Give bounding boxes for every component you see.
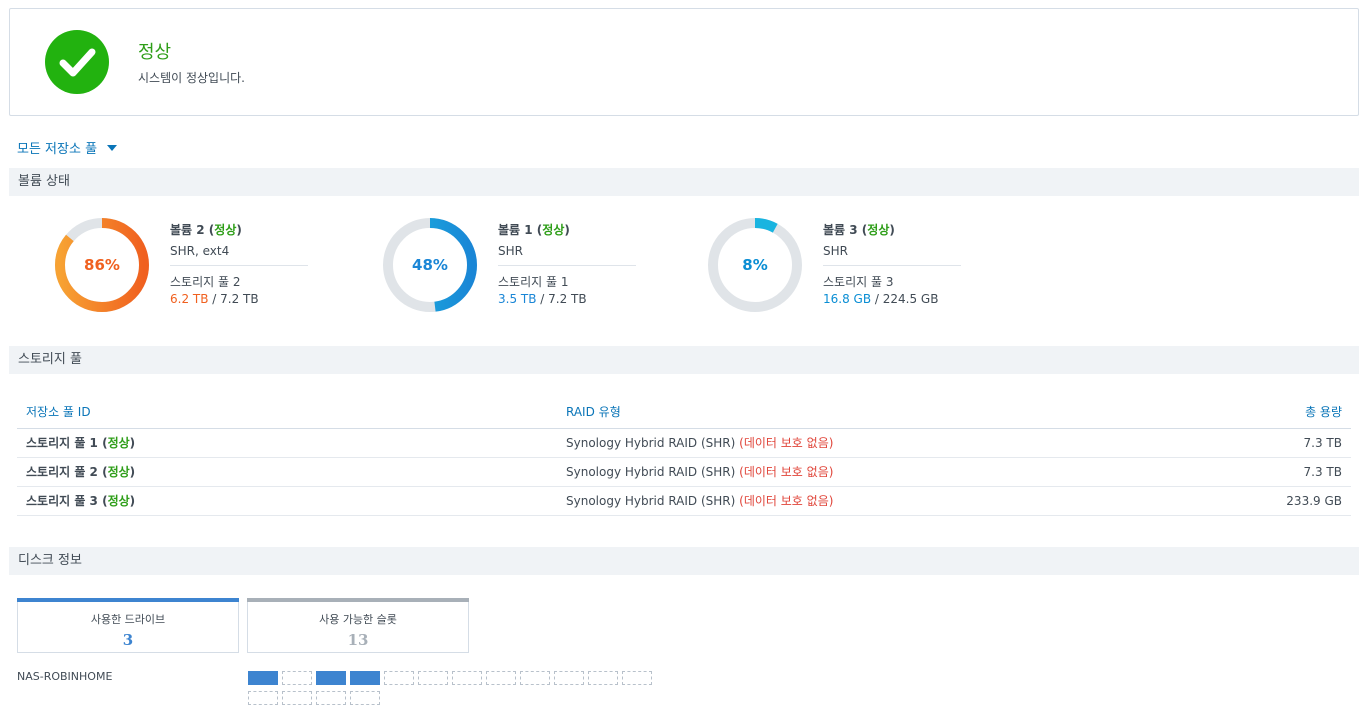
capacity-cell: 7.3 TB (1188, 428, 1351, 458)
divider (498, 265, 636, 266)
volume-name: 볼륨 1 (정상) (498, 223, 570, 237)
drive-slot-empty[interactable] (282, 671, 312, 685)
divider (823, 265, 961, 266)
volume-pool: 스토리지 풀 2 (170, 275, 241, 289)
status-card: 정상 시스템이 정상입니다. (9, 8, 1359, 116)
volume-state: 정상 (542, 223, 565, 237)
used-drives-accent-bar (17, 598, 239, 602)
volume-name: 볼륨 2 (정상) (170, 223, 242, 237)
drive-slot-empty[interactable] (316, 691, 346, 705)
drive-slot-empty[interactable] (554, 671, 584, 685)
table-row[interactable]: 스토리지 풀 2 (정상) Synology Hybrid RAID (SHR)… (17, 457, 1351, 487)
drive-slot-empty[interactable] (248, 691, 278, 705)
volume-percent: 48% (412, 256, 448, 274)
drive-slot-empty[interactable] (486, 671, 516, 685)
volume-usage-donut (55, 218, 149, 312)
check-circle-icon (45, 30, 109, 94)
drive-slot-empty[interactable] (520, 671, 550, 685)
volume-total: 224.5 GB (882, 292, 939, 306)
volume-usage-donut (708, 218, 802, 312)
caret-down-icon (107, 144, 118, 151)
volume-size: 3.5 TB / 7.2 TB (498, 292, 587, 306)
raid-warning: (데이터 보호 없음) (739, 465, 834, 479)
drive-slot-used[interactable] (350, 671, 380, 685)
storage-pool-table: 저장소 풀 ID RAID 유형 총 용량 스토리지 풀 1 (정상) Syno… (17, 396, 1351, 516)
pool-name-cell: 스토리지 풀 2 (정상) (17, 457, 557, 487)
volume-card[interactable]: 8% 볼륨 3 (정상) SHR 스토리지 풀 3 16.8 GB / 224.… (705, 215, 1005, 319)
capacity-cell: 233.9 GB (1188, 486, 1351, 516)
drive-slot-empty[interactable] (282, 691, 312, 705)
raid-type-cell: Synology Hybrid RAID (SHR) (데이터 보호 없음) (557, 486, 1189, 516)
raid-warning: (데이터 보호 없음) (739, 494, 834, 508)
volume-state: 정상 (214, 223, 237, 237)
raid-type-cell: Synology Hybrid RAID (SHR) (데이터 보호 없음) (557, 457, 1189, 487)
section-header-disk-info: 디스크 정보 (9, 547, 1359, 575)
pool-name-cell: 스토리지 풀 3 (정상) (17, 486, 557, 516)
nas-name: NAS-ROBINHOME (17, 670, 113, 683)
column-header-raid-type[interactable]: RAID 유형 (557, 396, 1189, 429)
volume-usage-arc (55, 218, 149, 312)
pool-state: 정상 (107, 465, 130, 479)
available-slots-count: 13 (347, 631, 369, 649)
drive-slot-empty[interactable] (418, 671, 448, 685)
pool-name-cell: 스토리지 풀 1 (정상) (17, 428, 557, 458)
status-title: 정상 (138, 42, 172, 63)
volume-type: SHR (823, 244, 848, 258)
volume-percent: 86% (84, 256, 120, 274)
used-drives-count: 3 (122, 631, 134, 649)
volume-card[interactable]: 48% 볼륨 1 (정상) SHR 스토리지 풀 1 3.5 TB / 7.2 … (380, 215, 680, 319)
section-header-volume-status: 볼륨 상태 (9, 168, 1359, 196)
raid-type-cell: Synology Hybrid RAID (SHR) (데이터 보호 없음) (557, 428, 1189, 458)
volume-type: SHR (498, 244, 523, 258)
pool-state: 정상 (107, 436, 130, 450)
divider (170, 265, 308, 266)
table-row[interactable]: 스토리지 풀 1 (정상) Synology Hybrid RAID (SHR)… (17, 428, 1351, 458)
available-slots-label: 사용 가능한 슬롯 (319, 613, 397, 626)
volume-usage-donut (383, 218, 477, 312)
volume-type: SHR, ext4 (170, 244, 230, 258)
drive-slot-empty[interactable] (588, 671, 618, 685)
volume-name: 볼륨 3 (정상) (823, 223, 895, 237)
available-slots-box[interactable]: 사용 가능한 슬롯 13 (247, 598, 469, 653)
volume-pool: 스토리지 풀 1 (498, 275, 569, 289)
table-header-row: 저장소 풀 ID RAID 유형 총 용량 (17, 396, 1351, 429)
volume-state: 정상 (867, 223, 890, 237)
capacity-cell: 7.3 TB (1188, 457, 1351, 487)
table-row[interactable]: 스토리지 풀 3 (정상) Synology Hybrid RAID (SHR)… (17, 486, 1351, 516)
raid-warning: (데이터 보호 없음) (739, 436, 834, 450)
volume-used: 3.5 TB (498, 292, 537, 306)
volume-usage-arc (708, 218, 802, 312)
volume-percent: 8% (742, 256, 768, 274)
volume-total: 7.2 TB (548, 292, 587, 306)
status-subtitle: 시스템이 정상입니다. (138, 71, 245, 85)
used-drives-label: 사용한 드라이브 (90, 613, 166, 626)
drive-slot-used[interactable] (248, 671, 278, 685)
drive-slot-empty[interactable] (622, 671, 652, 685)
pool-state: 정상 (107, 494, 130, 508)
volume-total: 7.2 TB (220, 292, 259, 306)
volume-size: 6.2 TB / 7.2 TB (170, 292, 259, 306)
volume-used: 6.2 TB (170, 292, 209, 306)
volume-used: 16.8 GB (823, 292, 872, 306)
storage-pool-dropdown[interactable]: 모든 저장소 풀 (17, 138, 118, 157)
volume-usage-arc (383, 218, 477, 312)
storage-pool-dropdown-label: 모든 저장소 풀 (17, 142, 98, 157)
available-slots-accent-bar (247, 598, 469, 602)
column-header-pool-id[interactable]: 저장소 풀 ID (17, 396, 557, 429)
drive-slot-empty[interactable] (452, 671, 482, 685)
column-header-capacity[interactable]: 총 용량 (1188, 396, 1351, 429)
section-header-storage-pool: 스토리지 풀 (9, 346, 1359, 374)
drive-slot-empty[interactable] (384, 671, 414, 685)
drive-slot-used[interactable] (316, 671, 346, 685)
volume-size: 16.8 GB / 224.5 GB (823, 292, 939, 306)
volume-pool: 스토리지 풀 3 (823, 275, 894, 289)
drive-slot-empty[interactable] (350, 691, 380, 705)
used-drives-box[interactable]: 사용한 드라이브 3 (17, 598, 239, 653)
volume-card[interactable]: 86% 볼륨 2 (정상) SHR, ext4 스토리지 풀 2 6.2 TB … (52, 215, 352, 319)
